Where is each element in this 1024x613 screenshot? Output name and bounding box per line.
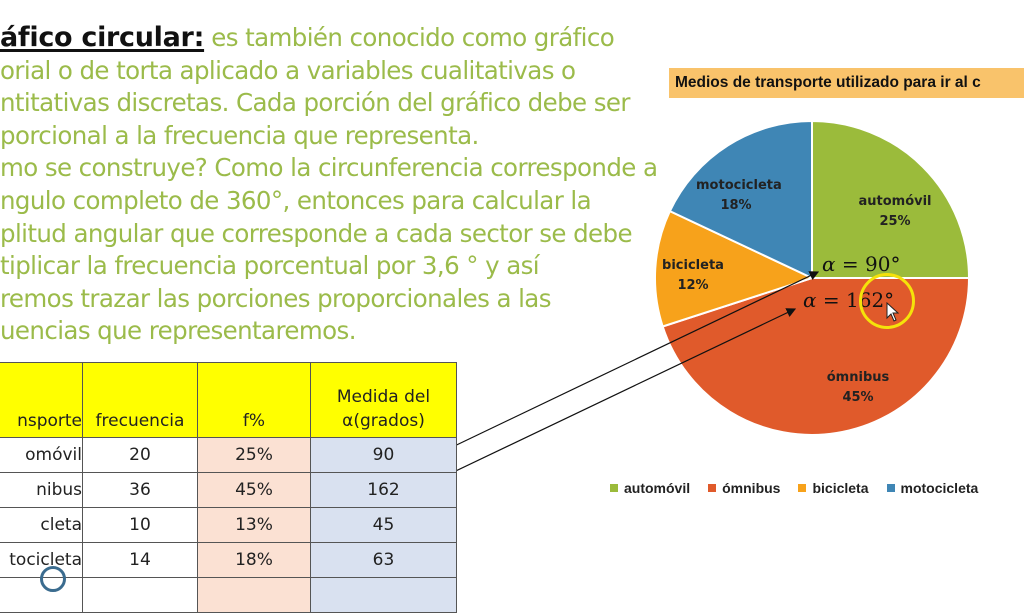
alpha-90-annotation: α = 90°	[822, 252, 901, 276]
table-row: tocicleta 14 18% 63	[0, 542, 457, 578]
legend-item-automovil: automóvil	[610, 480, 690, 496]
table-row-partial	[0, 577, 457, 613]
table-row: nibus 36 45% 162	[0, 472, 457, 508]
arrow-90	[443, 271, 820, 452]
slice-label-bicicleta: bicicleta 12%	[662, 258, 724, 293]
paragraph-line-2: ntitativas discretas. Cada porción del g…	[0, 88, 630, 118]
cursor-ring-partial	[40, 566, 66, 592]
paragraph-line-5: ngulo completo de 360°, entonces para ca…	[0, 185, 592, 215]
paragraph-line-9: uencias que representaremos.	[0, 316, 356, 346]
pie-slice-bicicleta	[653, 209, 815, 328]
chart-title: Medios de transporte utilizado para ir a…	[669, 68, 1024, 98]
legend-swatch-automovil	[610, 484, 618, 492]
legend-swatch-bicicleta	[798, 484, 807, 492]
slice-label-motocicleta: motocicleta 18%	[696, 178, 782, 213]
legend-item-bicicleta: bicicleta	[798, 480, 869, 496]
slice-label-omnibus: ómnibus 45%	[826, 370, 890, 405]
frequency-table: nsporte frecuencia f% Medida del α(grado…	[0, 362, 457, 613]
legend-item-omnibus: ómnibus	[708, 480, 780, 496]
cursor-highlight-ring	[859, 273, 915, 329]
paragraph-line-8: remos trazar las porciones proporcionale…	[0, 283, 551, 313]
paragraph-line-7: tiplicar la frecuencia porcentual por 3,…	[0, 251, 540, 281]
slice-label-automovil: automóvil 25%	[858, 194, 932, 229]
pie-slice-automovil	[811, 119, 971, 279]
paragraph-line-1: orial o de torta aplicado a variables cu…	[0, 55, 576, 85]
legend-swatch-omnibus	[708, 484, 717, 492]
header-frecuencia: frecuencia	[82, 362, 198, 438]
table-header-row: nsporte frecuencia f% Medida del α(grado…	[0, 362, 457, 438]
table-row: cleta 10 13% 45	[0, 507, 457, 543]
slide-paragraph: áfico circular: es también conocido como…	[0, 22, 690, 348]
header-fpct: f%	[197, 362, 311, 438]
mouse-cursor-icon	[886, 302, 900, 322]
chart-legend: automóvil ómnibus bicicleta motocicleta	[610, 480, 978, 496]
paragraph-line-3: porcional a la frecuencia que representa…	[0, 120, 479, 150]
pie-slice-motocicleta	[668, 119, 813, 280]
arrow-162	[417, 308, 797, 490]
table-row: omóvil 20 25% 90	[0, 437, 457, 473]
header-transporte: nsporte	[0, 362, 83, 438]
legend-item-motocicleta: motocicleta	[886, 480, 978, 496]
header-grados: Medida del α(grados)	[310, 362, 457, 438]
legend-swatch-motocicleta	[886, 484, 895, 492]
slide-title: áfico circular:	[0, 22, 205, 53]
paragraph-line-6: plitud angular que corresponde a cada se…	[0, 218, 633, 248]
paragraph-line-0: áfico circular: es también conocido como…	[0, 22, 615, 53]
paragraph-line-4: mo se construye? Como la circunferencia …	[0, 153, 658, 183]
